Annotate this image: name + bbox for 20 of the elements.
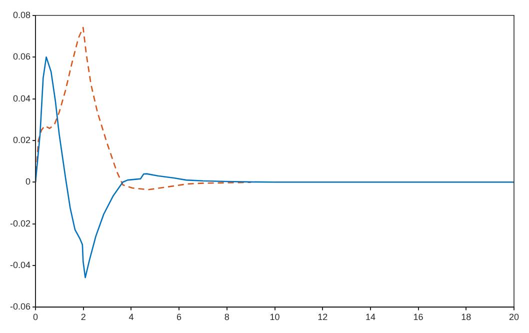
x-tick-label: 8 <box>224 312 230 322</box>
x-tick-label: 12 <box>318 312 328 322</box>
line-series <box>36 26 252 190</box>
x-tick-label: 2 <box>80 312 86 322</box>
x-tick-label: 14 <box>365 312 376 322</box>
y-tick-label: -0.02 <box>10 218 31 228</box>
x-tick-label: 20 <box>508 312 519 322</box>
x-tick-label: 10 <box>270 312 280 322</box>
y-tick-label: 0.06 <box>12 52 31 62</box>
x-tick-label: 16 <box>413 312 424 322</box>
x-tick-label: 6 <box>176 312 182 322</box>
x-tick-label: 0 <box>33 312 38 322</box>
y-tick-label: 0 <box>26 176 31 187</box>
y-tick-label: -0.04 <box>10 260 31 270</box>
y-tick-label: 0.04 <box>12 93 31 104</box>
y-tick-label: -0.06 <box>10 302 31 312</box>
x-tick-label: 18 <box>461 312 472 322</box>
x-tick-label: 4 <box>128 312 134 322</box>
y-tick-label: 0.02 <box>12 134 31 145</box>
y-tick-label: 0.08 <box>12 10 31 20</box>
